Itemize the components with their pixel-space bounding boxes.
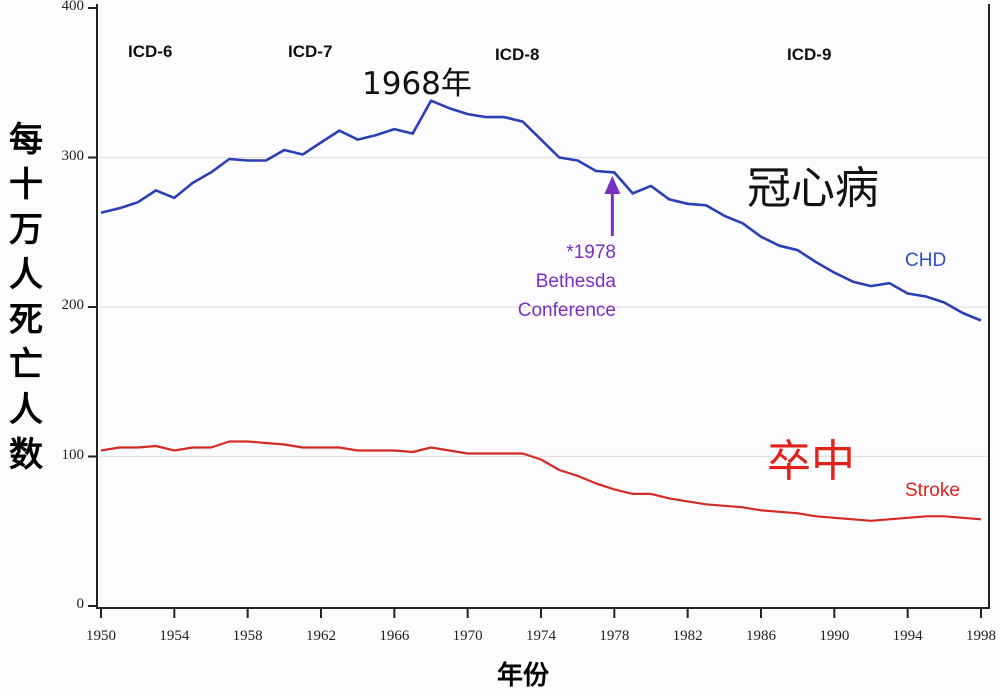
- x-tick-label: 1966: [379, 628, 410, 644]
- y-axis-title: 每十万人死亡人数: [6, 118, 46, 478]
- icd9-label: ICD-9: [787, 45, 832, 64]
- bethesda-annotation: *1978 Bethesda Conference: [480, 238, 616, 325]
- y-tick-label: 200: [61, 297, 85, 313]
- y-axis-title-char: 每: [9, 120, 43, 160]
- x-tick-label: 1986: [746, 628, 776, 644]
- x-tick-label: 1970: [452, 628, 483, 644]
- icd7-label: ICD-7: [288, 42, 333, 61]
- icd8-label: ICD-8: [495, 45, 540, 64]
- y-tick-label: 100: [61, 446, 85, 463]
- x-tick-label: 1962: [306, 628, 336, 644]
- x-tick-label: 1998: [966, 628, 996, 644]
- x-tick-label: 1950: [86, 628, 116, 644]
- bethesda-line-3: Conference: [517, 300, 616, 321]
- bethesda-line-2: Bethesda: [535, 271, 616, 292]
- y-tick-label: 300: [61, 147, 85, 164]
- x-tick-label: 1982: [672, 628, 703, 644]
- icd6-label: ICD-6: [128, 42, 173, 61]
- data-lines: [100, 99, 982, 522]
- chd-chinese-label: 冠心病: [747, 163, 879, 214]
- stroke-series-label: Stroke: [905, 480, 960, 501]
- x-axis-title: 年份: [497, 661, 550, 691]
- chd-line: [100, 99, 982, 322]
- y-tick-label: 0: [76, 596, 85, 612]
- gridlines: [97, 156, 989, 458]
- y-axis-title-char: 数: [9, 435, 43, 475]
- stroke-line: [100, 440, 982, 522]
- y-axis-title-char: 十: [9, 165, 43, 205]
- y-axis-title-char: 死: [9, 300, 43, 340]
- bethesda-arrow: [604, 176, 621, 236]
- x-tick-label: 1990: [819, 628, 850, 644]
- x-tick-label: 1994: [892, 628, 923, 644]
- x-tick-label: 1978: [599, 628, 630, 644]
- arrow-head-icon: [604, 176, 621, 194]
- y-axis-title-char: 人: [9, 390, 43, 430]
- bethesda-line-1: *1978: [566, 242, 616, 263]
- x-tick-label: 1958: [232, 628, 263, 644]
- stroke-chinese-label: 卒中: [767, 436, 855, 487]
- x-tick-label: 1974: [526, 628, 556, 644]
- x-tick-label: 1954: [159, 628, 190, 644]
- y-axis-title-char: 亡: [9, 345, 43, 385]
- axes: [88, 4, 990, 618]
- y-axis-title-char: 万: [9, 210, 43, 250]
- chd-series-label: CHD: [905, 250, 947, 271]
- y-tick-label: 400: [61, 0, 85, 14]
- y-axis-title-char: 人: [9, 255, 43, 295]
- peak-year-label: 1968年: [362, 66, 472, 102]
